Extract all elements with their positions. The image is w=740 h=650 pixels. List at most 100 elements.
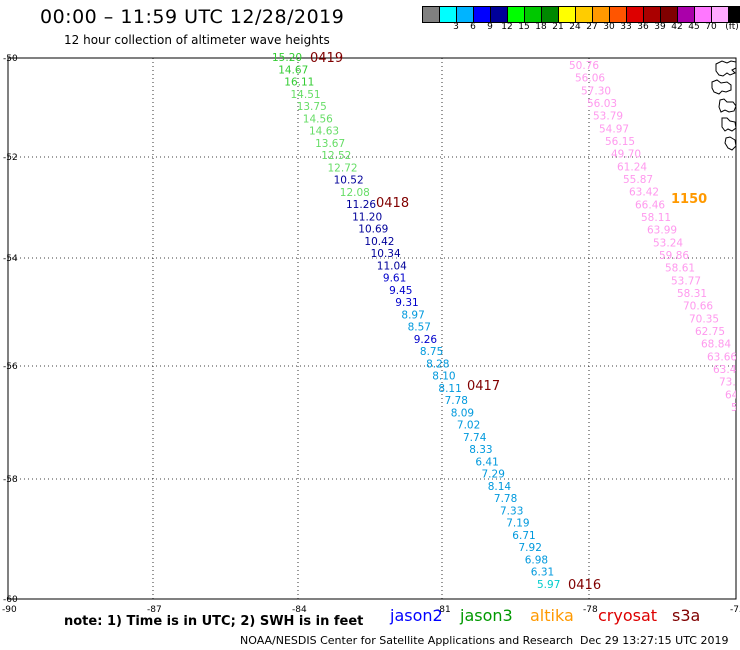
wave-height-value: 7.19 xyxy=(506,518,529,530)
wave-height-value: 63.46 xyxy=(713,364,740,376)
legend-swatch xyxy=(661,7,678,22)
wave-height-value: 12.72 xyxy=(328,162,358,174)
note-text: note: 1) Time is in UTC; 2) SWH is in fe… xyxy=(64,614,364,629)
wave-height-value: 11.04 xyxy=(377,260,407,272)
wave-height-value: 7.29 xyxy=(482,469,505,481)
wave-height-value: 9.61 xyxy=(383,273,406,285)
pass-time-label: 1150 xyxy=(671,192,707,207)
lat-tick-label: -54 xyxy=(3,254,18,264)
wave-height-value: 5 xyxy=(731,402,738,414)
lon-tick-label: -87 xyxy=(147,605,162,615)
pass-time-label: 0419 xyxy=(310,51,343,66)
wave-height-value: 13.75 xyxy=(297,101,327,113)
wave-height-value: 9.26 xyxy=(414,334,438,346)
lon-tick-label: -84 xyxy=(292,605,307,615)
legend-unit: (ft) xyxy=(725,22,739,32)
legend-label: 6 xyxy=(470,22,476,32)
satellite-legend-item: s3a xyxy=(672,606,701,625)
lat-tick-label: -60 xyxy=(3,595,18,605)
wave-height-value: 70.35 xyxy=(689,313,719,325)
legend-swatch xyxy=(542,7,559,22)
wave-height-value: 11.20 xyxy=(352,211,382,223)
lat-tick-label: -56 xyxy=(3,362,18,372)
wave-height-value: 70.66 xyxy=(683,301,713,313)
lat-tick-label: -50 xyxy=(3,54,18,64)
legend-label: 3 xyxy=(453,22,459,32)
wave-height-value: 10.52 xyxy=(334,175,364,187)
wave-height-value: 8.11 xyxy=(438,383,461,395)
satellite-legend-item: cryosat xyxy=(598,606,658,625)
coastline-segment xyxy=(715,60,737,77)
wave-height-value: 12.08 xyxy=(340,187,370,199)
wave-height-value: 53.24 xyxy=(653,237,683,249)
legend-swatch xyxy=(576,7,593,22)
footer-timestamp: Dec 29 13:27:15 UTC 2019 xyxy=(580,634,729,647)
wave-height-value: 56.15 xyxy=(605,136,635,148)
legend-label: 30 xyxy=(603,22,615,32)
wave-height-value: 14.56 xyxy=(303,113,333,125)
wave-height-value: 8.97 xyxy=(401,309,424,321)
wave-height-value: 64. xyxy=(725,389,740,401)
legend-swatch xyxy=(508,7,525,22)
legend-swatch xyxy=(610,7,627,22)
map-subtitle: 12 hour collection of altimeter wave hei… xyxy=(64,33,330,47)
wave-height-value: 7.78 xyxy=(445,395,468,407)
wave-height-value: 55.87 xyxy=(623,174,653,186)
lat-tick-label: -58 xyxy=(3,475,18,485)
wave-height-value: 6.31 xyxy=(531,567,554,579)
legend-swatch xyxy=(729,7,740,22)
coastline-segment xyxy=(724,136,737,151)
color-legend xyxy=(422,6,740,23)
legend-label: 12 xyxy=(501,22,513,32)
wave-height-value: 8.75 xyxy=(420,346,443,358)
coastline-segment xyxy=(721,117,737,132)
legend-label: 36 xyxy=(637,22,649,32)
wave-height-value: 49.70 xyxy=(611,149,641,161)
wave-height-value: 66.46 xyxy=(635,199,665,211)
legend-swatch xyxy=(423,7,440,22)
wave-height-value: 7.02 xyxy=(457,420,480,432)
wave-height-value: 10.34 xyxy=(371,248,401,260)
wave-height-value: 6.98 xyxy=(525,555,548,567)
wave-height-value: 8.09 xyxy=(451,407,474,419)
altimeter-track-main: 15.2014.6716.1114.5113.7514.5614.6313.67… xyxy=(272,51,601,593)
wave-height-value: 8.10 xyxy=(432,371,455,383)
lon-tick-label: -78 xyxy=(583,605,598,615)
wave-height-value: 14.67 xyxy=(278,64,308,76)
lat-tick-label: -52 xyxy=(3,153,18,163)
legend-swatch xyxy=(457,7,474,22)
legend-swatch xyxy=(559,7,576,22)
wave-height-value: 10.69 xyxy=(358,224,388,236)
satellite-legend-item: jason3 xyxy=(460,606,513,625)
legend-label: 42 xyxy=(671,22,683,32)
wave-height-value: 62.75 xyxy=(695,326,725,338)
wave-height-value: 7.74 xyxy=(463,432,487,444)
wave-height-value: 57.30 xyxy=(581,85,611,97)
legend-swatch xyxy=(695,7,712,22)
wave-height-value: 8.33 xyxy=(469,444,492,456)
wave-height-value: 15.20 xyxy=(272,52,302,64)
wave-height-value: 61.24 xyxy=(617,161,647,173)
wave-height-value: 11.26 xyxy=(346,199,376,211)
legend-swatch xyxy=(440,7,457,22)
wave-height-value: 7.92 xyxy=(519,542,542,554)
wave-height-value: 8.57 xyxy=(408,322,431,334)
coastline xyxy=(711,60,737,151)
wave-height-value: 58.61 xyxy=(665,263,695,275)
wave-height-value: 9.31 xyxy=(395,297,418,309)
wave-height-value: 73.7 xyxy=(719,377,740,389)
legend-swatch xyxy=(678,7,695,22)
legend-label: 27 xyxy=(586,22,598,32)
wave-height-value: 14.51 xyxy=(291,89,321,101)
pass-time-label: 0417 xyxy=(467,379,500,394)
wave-height-value: 58.11 xyxy=(641,212,671,224)
coastline-segment xyxy=(711,79,732,95)
wave-height-value: 5.97 xyxy=(537,579,560,591)
wave-height-value: 10.42 xyxy=(364,236,394,248)
lon-tick-label: -81 xyxy=(436,605,451,615)
color-legend-labels: 3 6 9 12 15 18 21 24 27 30 33 36 39 42 45 70 (ft) xyxy=(422,22,740,34)
footer-credit: NOAA/NESDIS Center for Satellite Applica… xyxy=(240,634,574,647)
legend-label: 24 xyxy=(569,22,581,32)
wave-height-value: 7.33 xyxy=(500,506,523,518)
